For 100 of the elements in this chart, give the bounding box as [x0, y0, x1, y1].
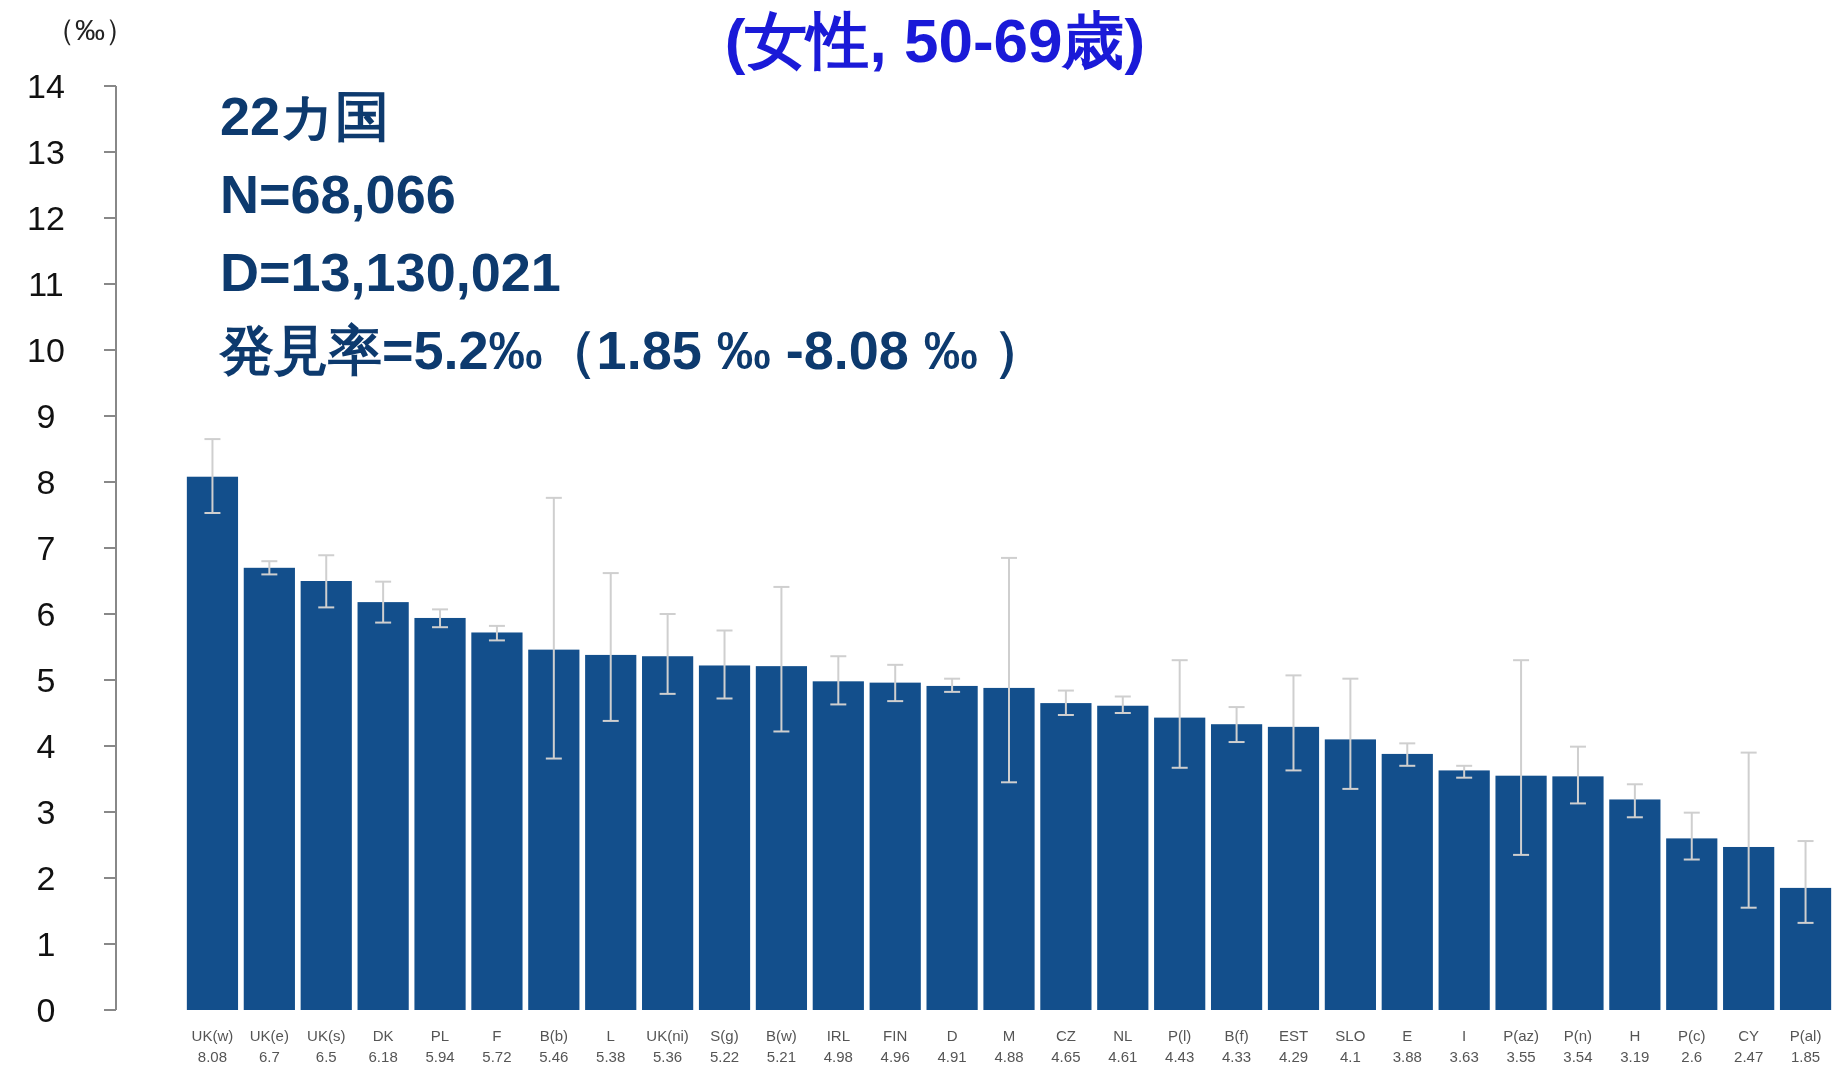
- bar: [528, 649, 580, 1010]
- y-tick-label: 13: [27, 133, 65, 171]
- data-label: 3.54: [1563, 1048, 1593, 1065]
- data-label: 4.65: [1051, 1048, 1081, 1065]
- data-label: 4.1: [1339, 1048, 1361, 1065]
- x-tick-label: UK(e): [249, 1027, 289, 1044]
- bar: [1438, 770, 1490, 1010]
- x-tick-label: F: [492, 1027, 502, 1044]
- data-label: 3.55: [1506, 1048, 1536, 1065]
- data-label: 2.47: [1734, 1048, 1764, 1065]
- x-tick-label: CY: [1738, 1027, 1760, 1044]
- y-axis-title: （‰）: [45, 13, 135, 46]
- data-label: 4.88: [994, 1048, 1024, 1065]
- x-tick-label: B(f): [1224, 1027, 1249, 1044]
- x-tick-label: B(w): [766, 1027, 797, 1044]
- data-label: 3.19: [1620, 1048, 1650, 1065]
- bar: [1723, 846, 1775, 1010]
- data-label: 4.33: [1221, 1048, 1252, 1065]
- data-label: 5.38: [596, 1048, 626, 1065]
- data-label: 1.85: [1790, 1048, 1821, 1065]
- y-tick-label: 4: [36, 727, 56, 765]
- bar: [698, 665, 751, 1010]
- bar: [471, 632, 523, 1010]
- y-tick-label: 7: [36, 529, 56, 567]
- x-tick-label: CZ: [1055, 1027, 1076, 1044]
- annotation: 発見率=5.2‰（1.85 ‰ -8.08 ‰ ）: [218, 320, 1047, 380]
- x-tick-label: P(al): [1789, 1027, 1822, 1044]
- bar: [755, 666, 808, 1010]
- y-tick-label: 6: [36, 595, 56, 633]
- data-label: 8.08: [197, 1048, 228, 1065]
- bar: [1267, 726, 1320, 1010]
- data-label: 3.63: [1449, 1048, 1479, 1065]
- x-tick-label: L: [606, 1027, 615, 1044]
- y-tick-label: 14: [27, 67, 65, 105]
- x-tick-label: D: [946, 1027, 958, 1044]
- x-tick-label: DK: [372, 1027, 394, 1044]
- y-tick-label: 2: [36, 859, 56, 897]
- bar: [585, 654, 637, 1010]
- x-tick-label: NL: [1113, 1027, 1133, 1044]
- bar: [186, 476, 239, 1010]
- bar: [642, 656, 694, 1010]
- data-label: 4.61: [1108, 1048, 1138, 1065]
- data-label: 5.21: [766, 1048, 797, 1065]
- y-tick-label: 3: [36, 793, 56, 831]
- bar: [1552, 776, 1604, 1010]
- x-tick-label: M: [1002, 1027, 1016, 1044]
- annotation: N=68,066: [220, 164, 456, 224]
- x-tick-label: S(g): [710, 1027, 739, 1044]
- bar: [1324, 739, 1376, 1010]
- bar: [1097, 705, 1149, 1010]
- annotation: D=13,130,021: [220, 242, 561, 302]
- x-tick-label: IRL: [826, 1027, 850, 1044]
- bar: [300, 581, 352, 1010]
- x-tick-label: P(az): [1503, 1027, 1539, 1044]
- bar: [1609, 799, 1661, 1010]
- bar: [357, 602, 409, 1010]
- bar: [1779, 887, 1832, 1010]
- bar: [1381, 753, 1433, 1010]
- data-label: 4.96: [880, 1048, 910, 1065]
- data-label: 5.94: [425, 1048, 455, 1065]
- bar: [243, 567, 295, 1010]
- y-tick-label: 0: [36, 991, 56, 1029]
- bar: [1210, 724, 1263, 1010]
- y-tick-label: 1: [36, 925, 56, 963]
- data-label: 2.6: [1681, 1048, 1703, 1065]
- bar: [1154, 717, 1206, 1010]
- x-tick-label: P(l): [1168, 1027, 1192, 1044]
- data-label: 5.22: [709, 1048, 740, 1065]
- bar: [1040, 703, 1092, 1010]
- annotation: 22カ国: [220, 86, 390, 146]
- x-tick-label: H: [1629, 1027, 1641, 1044]
- y-tick-label: 5: [36, 661, 56, 699]
- x-tick-label: SLO: [1335, 1027, 1366, 1044]
- x-tick-label: EST: [1278, 1027, 1309, 1044]
- data-label: 4.98: [823, 1048, 853, 1065]
- data-label: 6.7: [258, 1048, 280, 1065]
- data-label: 4.43: [1165, 1048, 1195, 1065]
- x-tick-label: P(n): [1563, 1027, 1593, 1044]
- x-tick-label: UK(ni): [646, 1027, 689, 1044]
- data-label: 5.46: [539, 1048, 569, 1065]
- bar: [1495, 775, 1547, 1010]
- bar: [983, 687, 1035, 1010]
- x-tick-label: UK(s): [307, 1027, 346, 1044]
- data-label: 4.29: [1278, 1048, 1309, 1065]
- y-tick-label: 12: [27, 199, 65, 237]
- data-label: 6.18: [368, 1048, 398, 1065]
- bar: [926, 685, 978, 1010]
- x-tick-label: P(c): [1678, 1027, 1706, 1044]
- y-tick-label: 8: [36, 463, 56, 501]
- bar: [1666, 838, 1718, 1010]
- data-label: 3.88: [1392, 1048, 1422, 1065]
- x-tick-label: E: [1402, 1027, 1413, 1044]
- x-tick-label: FIN: [883, 1027, 908, 1044]
- x-tick-label: B(b): [539, 1027, 568, 1044]
- x-tick-label: PL: [430, 1027, 450, 1044]
- data-label: 4.91: [937, 1048, 967, 1065]
- bar: [414, 617, 466, 1010]
- data-label: 5.72: [482, 1048, 512, 1065]
- y-tick-label: 10: [27, 331, 65, 369]
- x-tick-label: UK(w): [191, 1027, 234, 1044]
